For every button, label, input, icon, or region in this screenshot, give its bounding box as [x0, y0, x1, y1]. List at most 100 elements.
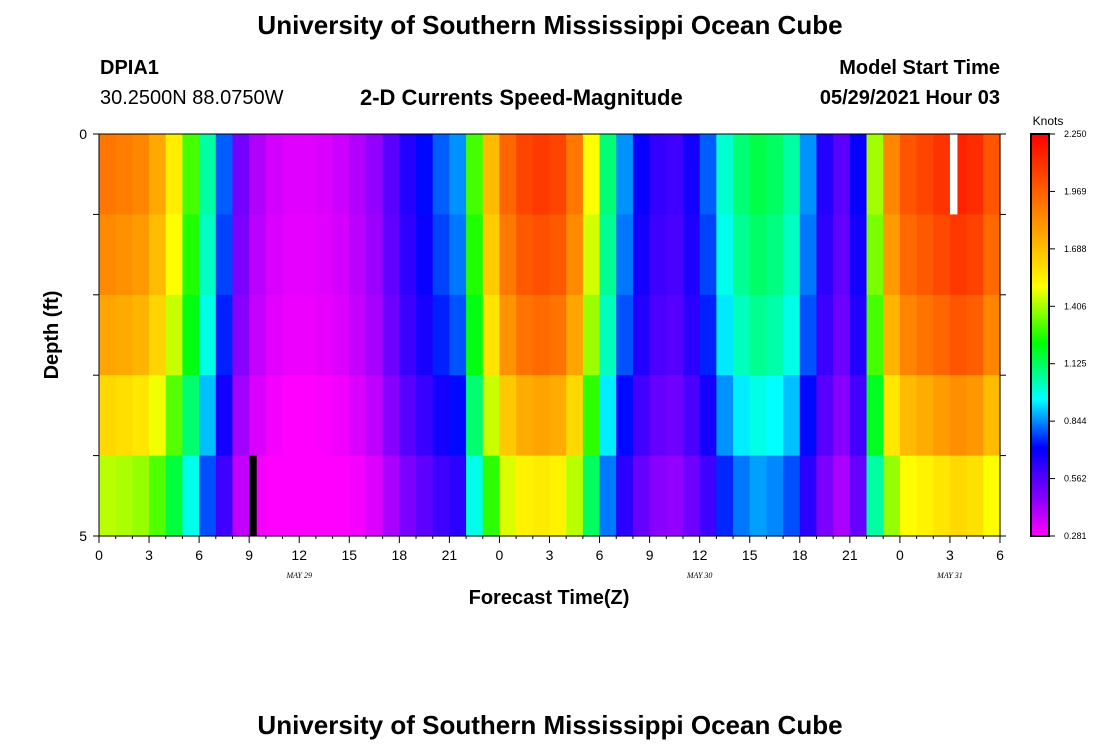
heatmap-cell: [866, 455, 884, 537]
start-marker: [249, 455, 257, 536]
heatmap-cell: [749, 134, 768, 215]
heatmap-cell: [499, 214, 517, 296]
heatmap-cell: [649, 134, 667, 215]
heatmap-cell: [315, 375, 334, 457]
heatmap-cell: [299, 455, 317, 537]
colorbar: [1030, 133, 1050, 537]
heatmap-cell: [899, 375, 918, 457]
heatmap-cell: [749, 375, 768, 457]
page-title: University of Southern Mississippi Ocean…: [257, 10, 843, 40]
heatmap-cell: [165, 375, 184, 457]
heatmap-cell: [733, 214, 751, 296]
heatmap-cell: [766, 134, 784, 215]
heatmap-cell: [749, 294, 768, 376]
heatmap-cell: [616, 294, 634, 376]
heatmap-cell: [416, 455, 434, 537]
heatmap-cell: [532, 214, 551, 296]
heatmap-cell: [532, 134, 551, 215]
heatmap-cell: [365, 455, 384, 537]
x-tick-label: 18: [792, 547, 808, 563]
heatmap-cell: [99, 134, 117, 215]
heatmap-cell: [549, 214, 567, 296]
heatmap-cell: [265, 294, 284, 376]
heatmap-cell: [132, 375, 150, 457]
heatmap-cell: [549, 294, 567, 376]
heatmap-cell: [666, 375, 684, 457]
colorbar-label: 0.844: [1064, 416, 1087, 426]
heatmap-cell: [766, 214, 784, 296]
heatmap-cell: [349, 214, 367, 296]
heatmap-cell: [466, 134, 484, 215]
heatmap-cell: [349, 134, 367, 215]
heatmap-cell: [833, 375, 851, 457]
heatmap-cell: [466, 214, 484, 296]
heatmap-cell: [783, 375, 801, 457]
x-tick-label: 3: [546, 547, 554, 563]
x-tick-label: 0: [496, 547, 504, 563]
heatmap-cell: [966, 455, 984, 537]
heatmap-cell: [432, 455, 450, 537]
heatmap-cell: [866, 214, 884, 296]
heatmap-cell: [949, 294, 968, 376]
heatmap-cell: [866, 375, 884, 457]
colorbar-unit: Knots: [1033, 114, 1064, 128]
heatmap-cell: [165, 214, 184, 296]
heatmap-cell: [315, 134, 334, 215]
heatmap-cell: [115, 214, 133, 296]
heatmap-cells: [99, 134, 1001, 537]
heatmap-cell: [599, 294, 617, 376]
heatmap-cell: [666, 134, 684, 215]
x-tick-label: 18: [392, 547, 408, 563]
heatmap-cell: [682, 294, 701, 376]
heatmap-cell: [265, 375, 284, 457]
heatmap-cell: [949, 455, 968, 537]
heatmap-cell: [416, 134, 434, 215]
heatmap-cell: [632, 214, 651, 296]
heatmap-cell: [449, 134, 467, 215]
heatmap-cell: [716, 294, 734, 376]
heatmap-cell: [632, 455, 651, 537]
heatmap-cell: [799, 134, 818, 215]
heatmap-cell: [649, 375, 667, 457]
heatmap-cell: [599, 375, 617, 457]
heatmap-cell: [833, 294, 851, 376]
heatmap-cell: [766, 294, 784, 376]
heatmap-cell: [833, 455, 851, 537]
heatmap-cell: [733, 294, 751, 376]
heatmap-cell: [666, 455, 684, 537]
heatmap-cell: [232, 134, 250, 215]
heatmap-cell: [382, 375, 400, 457]
x-tick-label: 9: [245, 547, 253, 563]
heatmap-cell: [99, 214, 117, 296]
heatmap-cell: [682, 375, 701, 457]
heatmap-cell: [933, 214, 951, 296]
heatmap-cell: [199, 455, 217, 537]
heatmap-cell: [165, 134, 184, 215]
heatmap-cell: [599, 455, 617, 537]
heatmap-cell: [933, 375, 951, 457]
heatmap-cell: [399, 375, 417, 457]
heatmap-cell: [516, 294, 534, 376]
heatmap-cell: [783, 294, 801, 376]
heatmap-cell: [282, 455, 300, 537]
x-tick-label: 6: [195, 547, 203, 563]
heatmap-cell: [399, 134, 417, 215]
heatmap-cell: [466, 375, 484, 457]
heatmap-cell: [966, 375, 984, 457]
heatmap-cell: [883, 214, 901, 296]
heatmap-cell: [983, 294, 1001, 376]
heatmap-cell: [516, 134, 534, 215]
heatmap-cell: [99, 455, 117, 537]
heatmap-cell: [783, 134, 801, 215]
heatmap-cell: [349, 375, 367, 457]
heatmap-cell: [332, 294, 350, 376]
heatmap-cell: [566, 134, 584, 215]
heatmap-cell: [482, 375, 501, 457]
heatmap-cell: [916, 455, 934, 537]
heatmap-cell: [399, 214, 417, 296]
heatmap-cell: [933, 134, 951, 215]
heatmap-cell: [799, 214, 818, 296]
heatmap-cell: [849, 375, 868, 457]
heatmap-cell: [382, 214, 400, 296]
x-tick-label: 6: [596, 547, 604, 563]
